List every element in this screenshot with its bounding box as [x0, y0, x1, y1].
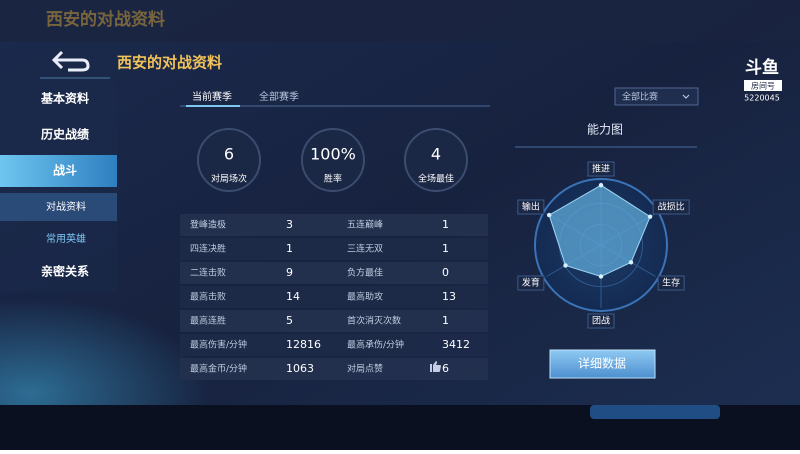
radar-label: 输出 [522, 201, 540, 213]
stat-label: 最高助攻 [347, 291, 383, 303]
blurred-title: 西安的对战资料 [46, 9, 165, 30]
stats-row [180, 334, 488, 356]
stats-row [180, 286, 488, 308]
stat-value: 1063 [286, 362, 314, 375]
radar-point [647, 214, 653, 219]
summary-value: 6 [224, 145, 234, 164]
detail-button[interactable]: 详细数据 [549, 349, 656, 379]
stat-value: 13 [442, 290, 456, 303]
summary-circle [404, 128, 468, 192]
dropdown-caret [682, 94, 690, 99]
watermark-box [744, 80, 782, 91]
stat-value: 14 [286, 290, 300, 303]
stats-row [180, 358, 488, 380]
sidebar-item[interactable]: 常用英雄 [46, 232, 86, 245]
sidebar-sub-selected [0, 193, 117, 221]
radar-label-bg [517, 275, 545, 291]
radar-point [598, 182, 604, 188]
stats-row [180, 262, 488, 284]
watermark-logo: 斗鱼 [745, 57, 779, 78]
watermark-room-label: 房间号 [751, 81, 775, 91]
sidebar-item[interactable]: 亲密关系 [41, 264, 89, 279]
radar-label: 发育 [522, 277, 540, 289]
button-label: 详细数据 [578, 356, 626, 371]
radar-label-bg [652, 199, 690, 215]
radar-label-bg [517, 199, 545, 215]
stat-label: 最高伤害/分钟 [190, 339, 247, 351]
stat-value: 1 [442, 242, 449, 255]
stat-value: 12816 [286, 338, 321, 351]
radar-point [546, 212, 552, 218]
radar-label-bg [657, 275, 685, 291]
stat-label: 首次消灭次数 [347, 315, 401, 327]
stat-value: 1 [286, 242, 293, 255]
stat-label: 三连无双 [347, 243, 383, 255]
stat-value: 1 [442, 314, 449, 327]
tab[interactable]: 当前赛季 [192, 90, 232, 103]
summary-value: 4 [431, 145, 441, 164]
sidebar-item[interactable]: 基本资料 [40, 91, 89, 106]
radar-point [628, 260, 634, 265]
summary-label: 全场最佳 [418, 173, 454, 185]
stat-value: 0 [442, 266, 449, 279]
radar-label-bg [587, 161, 615, 177]
radar-label-bg [587, 313, 615, 329]
stat-label: 二连击败 [190, 267, 226, 279]
summary-value: 100% [310, 145, 356, 164]
back-arrow [51, 50, 90, 72]
stat-label: 五连巅峰 [347, 219, 383, 231]
stat-label: 登峰造极 [190, 219, 226, 231]
stat-value: 6 [442, 362, 449, 375]
page-title: 西安的对战资料 [117, 54, 222, 72]
stats-row [180, 310, 488, 332]
watermark: 斗鱼 房间号 5220045 [744, 57, 782, 103]
watermark-room-id: 5220045 [744, 94, 780, 103]
stats-row [180, 238, 488, 260]
sidebar-item[interactable]: 战斗 [53, 163, 77, 178]
summary-circle [301, 128, 365, 192]
stat-label: 最高击败 [190, 291, 226, 303]
radar-label: 团战 [592, 316, 610, 327]
dropdown-box [614, 87, 699, 106]
stat-value: 3412 [442, 338, 470, 351]
summary-circle [197, 128, 261, 192]
stat-label: 最高金币/分钟 [190, 363, 247, 375]
radar-label: 推进 [592, 163, 610, 175]
top-strip [0, 0, 800, 42]
summary-label: 对局场次 [211, 173, 247, 185]
stat-value: 3 [286, 218, 293, 231]
thumb-icon [430, 361, 441, 372]
stat-value: 1 [442, 218, 449, 231]
stats-row [180, 214, 488, 236]
stat-label: 负方最佳 [347, 267, 383, 279]
radar-title: 能力图 [587, 123, 623, 137]
bottom-glow [590, 405, 720, 419]
stat-label: 四连决胜 [190, 243, 226, 255]
stat-label: 最高连胜 [190, 315, 226, 327]
sidebar-selected [0, 155, 117, 187]
radar-point [598, 274, 604, 279]
sidebar-item[interactable]: 历史战绩 [41, 127, 89, 142]
stat-label: 对局点赞 [347, 363, 383, 375]
radar-point [563, 263, 568, 268]
filter-dropdown[interactable]: 全部比赛 [614, 87, 699, 106]
radar-label: 生存 [662, 277, 680, 289]
dropdown-label: 全部比赛 [622, 91, 658, 103]
summary-label: 胜率 [324, 173, 342, 185]
stat-value: 5 [286, 314, 293, 327]
tab[interactable]: 全部赛季 [259, 90, 299, 103]
sidebar-item[interactable]: 对战资料 [46, 200, 86, 213]
stat-value: 9 [286, 266, 293, 279]
radar-label: 战损比 [658, 201, 685, 213]
stat-label: 最高承伤/分钟 [347, 339, 404, 351]
button-bg [549, 349, 656, 379]
back-button[interactable] [51, 50, 90, 72]
